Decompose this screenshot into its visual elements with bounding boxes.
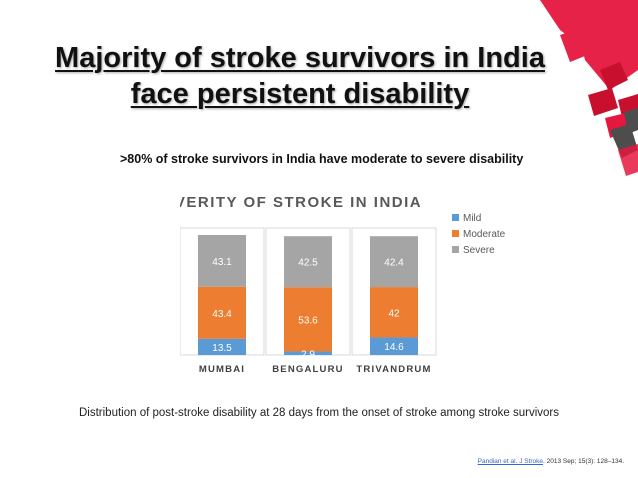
data-label: 42 xyxy=(388,308,400,319)
chart-title: SEVERITY OF STROKE IN INDIA xyxy=(180,194,422,211)
category-label: BENGALURU xyxy=(272,364,344,375)
bar-moderate-trivandrum xyxy=(370,287,418,338)
category-label: MUMBAI xyxy=(199,364,245,375)
severity-chart: SEVERITY OF STROKE IN INDIA 13.5 43.4 43.1… xyxy=(152,185,520,385)
bar-mild-mumbai xyxy=(198,338,246,355)
data-label: 43.4 xyxy=(212,309,232,320)
bar-mild-trivandrum xyxy=(370,337,418,355)
data-label: 2.9 xyxy=(301,349,315,360)
stacked-bar-chart: SEVERITY OF STROKE IN INDIA 13.5 43.4 43.1… xyxy=(152,194,506,375)
legend-swatch-moderate xyxy=(452,230,459,237)
data-label: 43.1 xyxy=(212,257,232,268)
data-label: 42.4 xyxy=(384,258,404,269)
legend-label-mild: Mild xyxy=(463,213,481,224)
citation-link[interactable]: Pandian et al. J Stroke xyxy=(477,458,544,465)
data-label: 13.5 xyxy=(212,343,232,354)
bar-severe-mumbai xyxy=(198,235,246,287)
title-line-2: face persistent disability xyxy=(130,78,470,110)
data-label: 42.5 xyxy=(298,258,318,269)
chart-caption: Distribution of post-stroke disability a… xyxy=(78,407,559,419)
data-label: 53.6 xyxy=(298,315,318,326)
legend-label-moderate: Moderate xyxy=(463,229,506,240)
bar-severe-bengaluru xyxy=(284,236,332,288)
citation: Pandian et al. J Stroke. 2013 Sep; 15(3)… xyxy=(478,458,624,465)
category-label: TRIVANDRUM xyxy=(356,364,431,375)
bar-severe-trivandrum xyxy=(370,236,418,288)
legend-swatch-severe xyxy=(452,246,459,253)
slide-title: Majority of stroke survivors in India fa… xyxy=(40,40,560,112)
slide-subtitle: >80% of stroke survivors in India have m… xyxy=(120,152,524,166)
legend-swatch-mild xyxy=(452,214,459,221)
citation-details: . 2013 Sep; 15(3): 128–134. xyxy=(543,458,624,465)
bar-moderate-mumbai xyxy=(198,286,246,339)
data-label: 14.6 xyxy=(384,342,404,353)
bar-mild-bengaluru xyxy=(284,351,332,355)
title-line-1: Majority of stroke survivors in India xyxy=(55,42,545,74)
legend-label-severe: Severe xyxy=(463,245,495,256)
bar-moderate-bengaluru xyxy=(284,287,332,352)
